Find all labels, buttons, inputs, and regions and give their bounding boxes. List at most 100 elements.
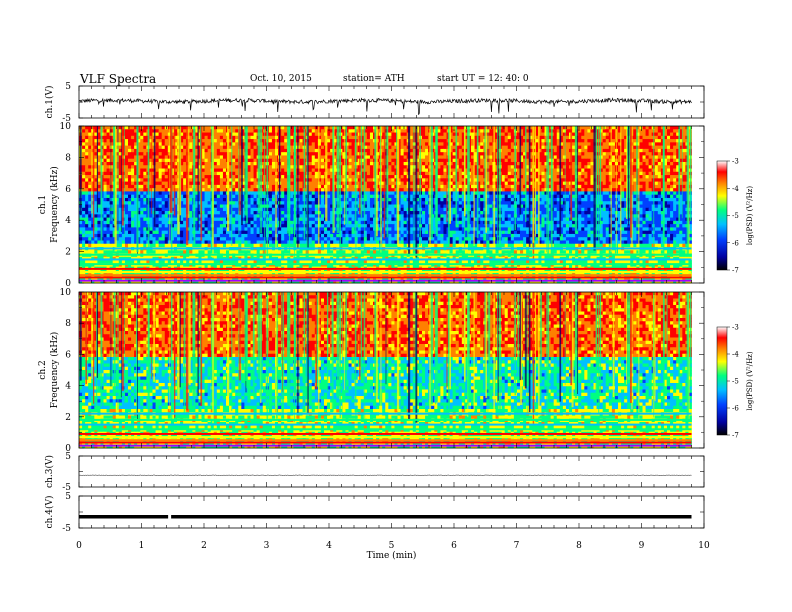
spectrogram-cell	[523, 165, 527, 169]
spectrogram-cell	[97, 171, 101, 176]
spectrogram-cell	[333, 148, 337, 153]
spectrogram-cell	[241, 161, 245, 166]
spectrogram-cell	[85, 165, 89, 169]
spectrogram-cell	[164, 139, 169, 143]
spectrogram-cell	[97, 126, 101, 130]
spectrogram-cell	[667, 155, 671, 160]
spectrogram-cell	[471, 135, 475, 140]
spectrogram-cell	[235, 142, 239, 147]
spectrogram-cell	[94, 148, 98, 153]
spectrogram-cell	[636, 155, 640, 160]
spectrogram-cell	[621, 158, 625, 163]
spectrogram-cell	[311, 152, 316, 156]
spectrogram-cell	[369, 191, 374, 196]
spectrogram-cell	[207, 191, 212, 196]
spectrogram-cell	[333, 161, 337, 166]
spectrogram-cell	[173, 129, 178, 133]
spectrogram-cell	[516, 155, 521, 160]
spectrogram-cell	[461, 145, 466, 150]
spectrogram-cell	[581, 194, 585, 199]
spectrogram-cell	[317, 129, 322, 133]
spectrogram-cell	[572, 135, 576, 140]
spectrogram-cell	[106, 204, 111, 209]
spectrogram-cell	[471, 132, 475, 137]
spectrogram-cell	[232, 158, 236, 163]
spectrogram-cell	[143, 152, 147, 156]
spectrogram-cell	[608, 139, 613, 143]
spectrogram-cell	[115, 191, 120, 196]
spectrogram-cell	[541, 145, 545, 150]
spectrogram-cell	[602, 188, 607, 192]
spectrogram-cell	[578, 171, 582, 176]
spectrogram-cell	[183, 142, 187, 147]
spectrogram-cell	[605, 142, 610, 147]
spectrogram-cell	[642, 132, 646, 137]
spectrogram-cell	[489, 204, 493, 209]
spectrogram-cell	[180, 161, 184, 166]
spectrogram-cell	[317, 126, 322, 130]
spectrogram-cell	[219, 175, 224, 179]
spectrogram-cell	[645, 148, 650, 153]
spectrogram-cell	[443, 178, 447, 182]
spectrogram-cell	[679, 148, 683, 153]
spectrogram-cell	[682, 158, 686, 163]
spectrogram-cell	[88, 201, 92, 205]
spectrogram-cell	[657, 168, 662, 173]
spectrogram-cell	[161, 148, 166, 153]
spectrogram-cell	[422, 129, 426, 133]
spectrogram-cell	[128, 148, 132, 153]
spectrogram-cell	[351, 155, 356, 160]
spectrogram-cell	[614, 204, 619, 209]
spectrogram-cell	[201, 165, 205, 169]
spectrogram-cell	[314, 165, 319, 169]
spectrogram-cell	[213, 197, 218, 202]
spectrogram-cell	[109, 126, 114, 130]
spectrogram-cell	[547, 135, 552, 140]
spectrogram-cell	[526, 126, 530, 130]
spectrogram-cell	[559, 184, 564, 189]
spectrogram-cell	[578, 126, 582, 130]
spectrogram-cell	[507, 194, 512, 199]
spectrogram-cell	[535, 155, 539, 160]
spectrogram-cell	[553, 126, 558, 130]
spectrogram-cell	[235, 132, 239, 137]
spectrogram-cell	[137, 158, 141, 163]
spectrogram-cell	[284, 142, 288, 147]
spectrogram-cell	[556, 188, 561, 192]
spectrogram-cell	[82, 191, 86, 196]
spectrogram-cell	[216, 168, 221, 173]
spectrogram-cell	[388, 184, 392, 189]
spectrogram-cell	[388, 178, 392, 182]
spectrogram-cell	[400, 142, 405, 147]
spectrogram-cell	[330, 197, 334, 202]
spectrogram-cell	[654, 126, 659, 130]
spectrogram-cell	[173, 194, 178, 199]
spectrogram-cell	[241, 165, 245, 169]
spectrogram-cell	[400, 181, 405, 186]
spectrogram-cell	[268, 194, 273, 199]
spectrogram-cell	[422, 188, 426, 192]
spectrogram-cell	[544, 142, 548, 147]
spectrogram-cell	[235, 165, 239, 169]
spectrogram-cell	[348, 139, 352, 143]
spectrogram-cell	[308, 188, 313, 192]
spectrogram-cell	[360, 165, 365, 169]
spectrogram-cell	[348, 201, 352, 205]
spectrogram-cell	[618, 194, 622, 199]
spectrogram-cell	[526, 194, 530, 199]
spectrogram-cell	[477, 188, 481, 192]
spectrogram-cell	[559, 145, 564, 150]
spectrogram-cell	[477, 135, 481, 140]
spectrogram-cell	[128, 142, 132, 147]
spectrogram-cell	[124, 168, 129, 173]
spectrogram-cell	[207, 135, 212, 140]
spectrogram-cell	[452, 132, 457, 137]
spectrogram-cell	[299, 178, 303, 182]
spectrogram-cell	[143, 175, 147, 179]
spectrogram-cell	[633, 129, 637, 133]
spectrogram-cell	[134, 139, 138, 143]
spectrogram-cell	[229, 161, 233, 166]
spectrogram-cell	[235, 201, 239, 205]
spectrogram-cell	[461, 197, 466, 202]
spectrogram-cell	[464, 152, 469, 156]
